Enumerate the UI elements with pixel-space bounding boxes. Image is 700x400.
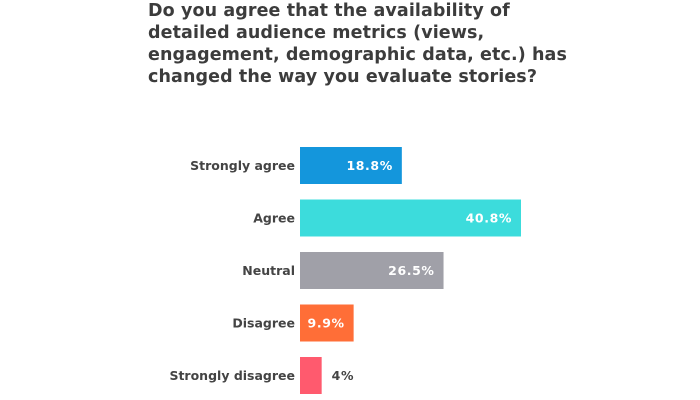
category-label-disagree: Disagree bbox=[232, 316, 295, 331]
value-label-agree: 40.8% bbox=[466, 211, 512, 226]
bars-layer: Strongly agree 18.8% Agree 40.8% Neutral 26.5… bbox=[169, 147, 521, 394]
value-label-strongly-agree: 18.8% bbox=[346, 158, 392, 173]
chart-title: Do you agree that the availability of de… bbox=[148, 1, 567, 87]
category-label-strongly-disagree: Strongly disagree bbox=[169, 368, 295, 383]
bar-strongly-agree bbox=[300, 147, 402, 184]
category-label-neutral: Neutral bbox=[242, 263, 295, 278]
value-label-neutral: 26.5% bbox=[388, 263, 434, 278]
bar-agree bbox=[300, 199, 521, 237]
category-label-agree: Agree bbox=[253, 211, 295, 226]
bar-disagree bbox=[300, 304, 354, 342]
value-label-strongly-disagree: 4% bbox=[332, 368, 354, 383]
bar-neutral bbox=[300, 252, 444, 289]
category-label-strongly-agree: Strongly agree bbox=[190, 158, 295, 173]
bar-strongly-disagree bbox=[300, 357, 322, 394]
value-label-disagree: 9.9% bbox=[308, 316, 345, 331]
